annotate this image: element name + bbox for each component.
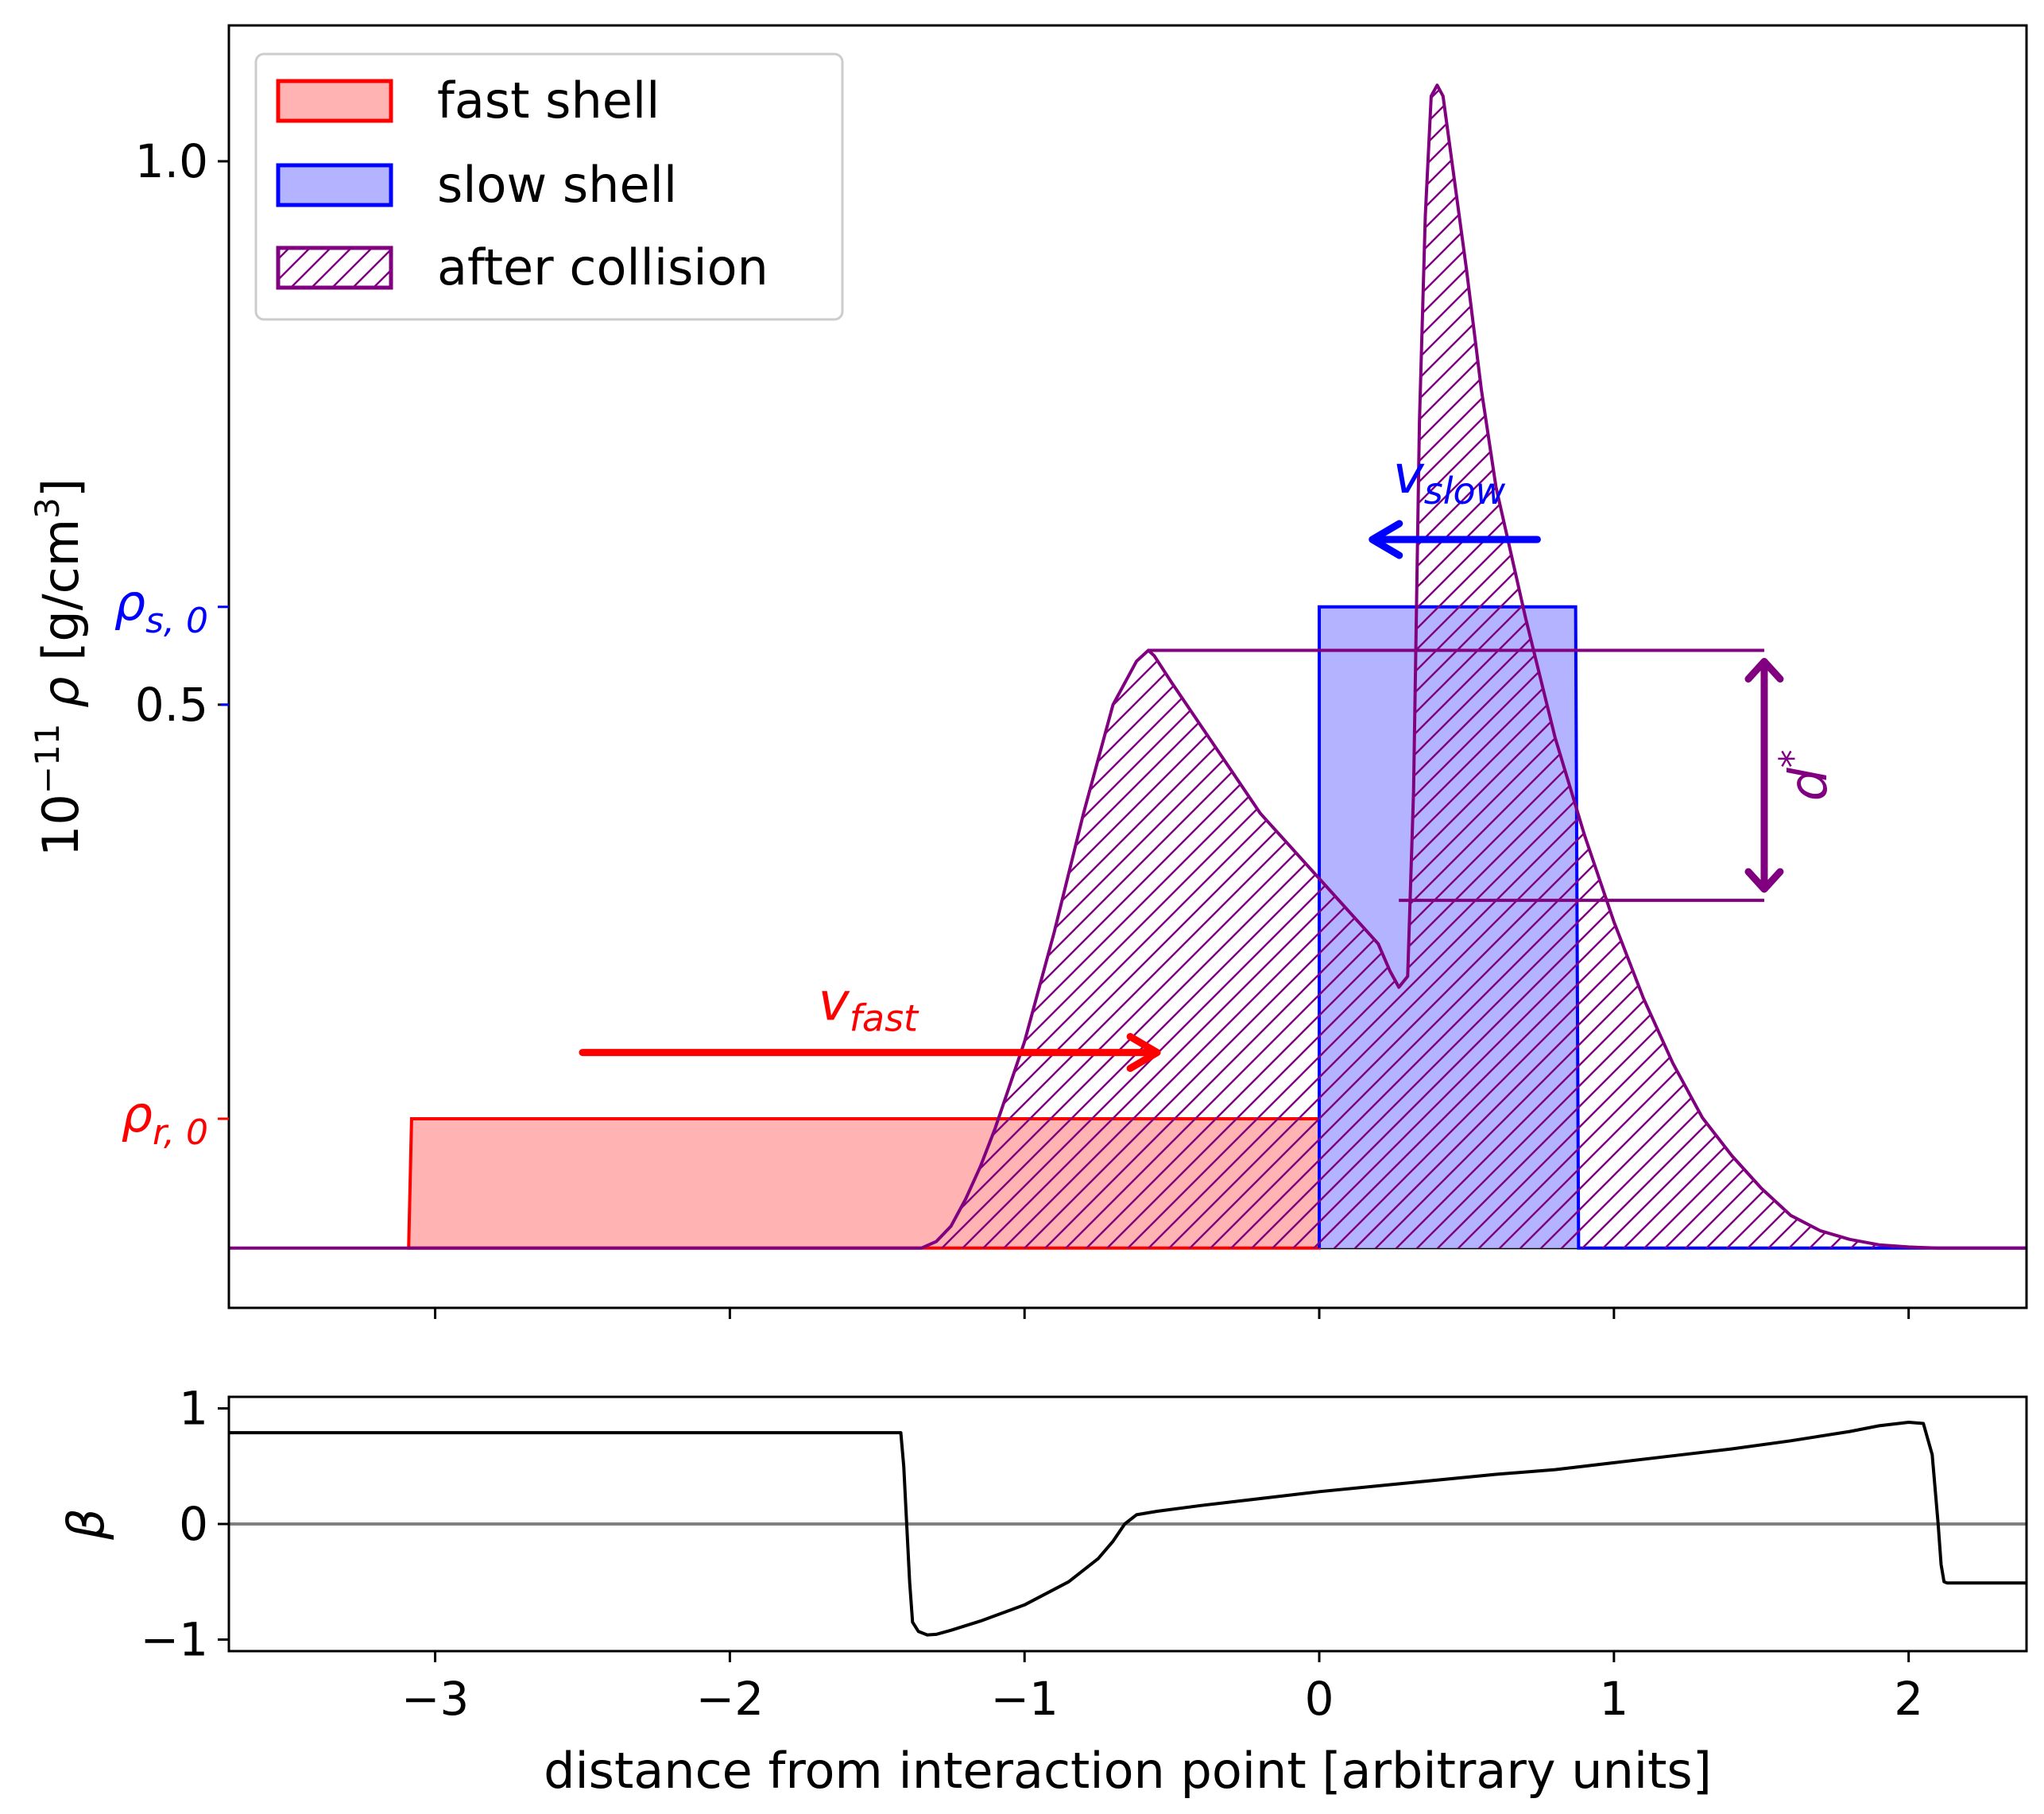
- x-tick-label: −3: [401, 1672, 470, 1726]
- after-collision-hatch: [229, 85, 2027, 1248]
- legend-label-after-collision: after collision: [437, 238, 768, 296]
- density-special-tick-label: ρr, 0: [122, 1085, 208, 1153]
- beta-ylabel: β: [57, 1508, 115, 1541]
- legend-swatch-fast-shell: [276, 79, 393, 123]
- density-ylabel: 10−11 ρ [g/cm3]: [28, 478, 90, 857]
- beta-ytick-label: −1: [141, 1612, 209, 1666]
- density-ytick-label: 0.5: [135, 678, 208, 732]
- x-axis-label: distance from interaction point [arbitra…: [544, 1742, 1712, 1800]
- density-panel: vfast vslow d* 1.0 0.5 ρs, 0 ρr, 0 10−11 ρ [g…: [28, 24, 2028, 1319]
- v-slow-arrowhead: [1368, 520, 1403, 559]
- legend-swatch-after-collision: [276, 246, 393, 290]
- d-star-arrowhead-bottom: [1744, 868, 1784, 893]
- beta-ytick-label: 0: [179, 1497, 208, 1551]
- d-star-arrowhead-top: [1744, 657, 1784, 683]
- beta-line: [229, 1421, 2027, 1637]
- legend: fast shell slow shell after collision: [254, 52, 844, 321]
- x-tick-label: 2: [1894, 1672, 1923, 1726]
- d-star-label: d*: [1771, 749, 1839, 801]
- after-collision-line: [229, 83, 2027, 1250]
- beta-ytick-label: 1: [179, 1382, 208, 1436]
- v-fast-label: vfast: [819, 972, 919, 1040]
- legend-label-slow-shell: slow shell: [437, 156, 677, 214]
- density-special-tick-label: ρs, 0: [114, 574, 208, 641]
- v-slow-label: vslow: [1393, 444, 1506, 512]
- x-tick-label: −2: [696, 1672, 765, 1726]
- x-tick-label: 0: [1305, 1672, 1334, 1726]
- beta-panel: −3 −2 −1 0 1 2 1 0 −1 β distance from interactio…: [57, 1382, 2028, 1800]
- legend-label-fast-shell: fast shell: [437, 72, 660, 130]
- legend-swatch-slow-shell: [276, 163, 393, 207]
- x-tick-label: 1: [1599, 1672, 1628, 1726]
- x-tick-label: −1: [990, 1672, 1059, 1726]
- v-fast-arrowhead: [1126, 1033, 1161, 1073]
- legend-frame: [254, 52, 844, 321]
- density-axes-frame: [227, 24, 2028, 1309]
- density-ytick-label: 1.0: [135, 134, 208, 188]
